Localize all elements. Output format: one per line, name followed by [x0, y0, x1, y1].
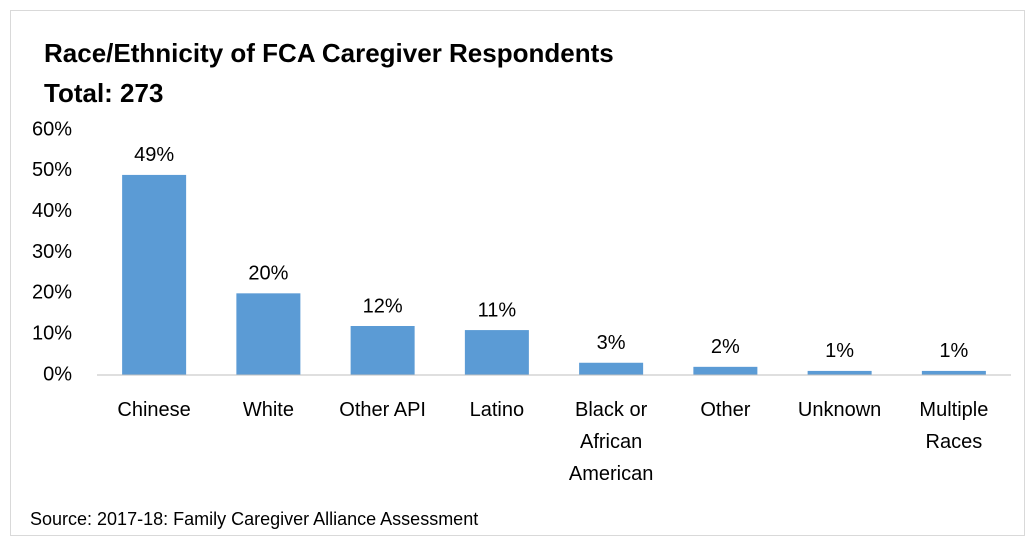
y-tick-label: 60%: [32, 118, 72, 140]
bar: [579, 362, 644, 375]
x-tick-label: White: [242, 399, 294, 421]
data-label: 1%: [825, 340, 854, 362]
data-label: 2%: [711, 336, 740, 358]
bar: [464, 330, 529, 375]
x-tick-label: Black or African American: [568, 399, 654, 485]
bar: [921, 370, 986, 375]
y-tick-label: 40%: [32, 200, 72, 222]
data-label: 20%: [248, 263, 288, 285]
data-label: 11%: [478, 299, 517, 321]
chart-subtitle: Total: 273: [44, 78, 163, 108]
chart-title: Race/Ethnicity of FCA Caregiver Responde…: [44, 38, 614, 68]
data-label: 49%: [134, 144, 174, 166]
x-tick-label: Latino: [469, 399, 525, 421]
x-tick-label: Multiple Races: [919, 399, 989, 453]
x-tick-label: Other: [700, 399, 751, 421]
y-tick-label: 20%: [32, 282, 72, 304]
bar: [122, 174, 187, 375]
data-label: 3%: [597, 332, 626, 354]
y-tick-label: 10%: [32, 322, 72, 344]
bar: [693, 366, 758, 375]
source-note: Source: 2017-18: Family Caregiver Allian…: [30, 509, 478, 529]
bar: [807, 370, 872, 375]
data-label: 12%: [363, 295, 403, 317]
bar: [236, 293, 301, 375]
x-tick-label: Unknown: [797, 399, 882, 421]
y-tick-label: 30%: [32, 241, 72, 263]
x-tick-label: Chinese: [117, 399, 191, 421]
bar: [350, 326, 415, 375]
y-tick-label: 0%: [43, 363, 72, 385]
x-tick-label: Other API: [339, 399, 426, 421]
data-label: 1%: [939, 340, 968, 362]
y-tick-label: 50%: [32, 159, 72, 181]
